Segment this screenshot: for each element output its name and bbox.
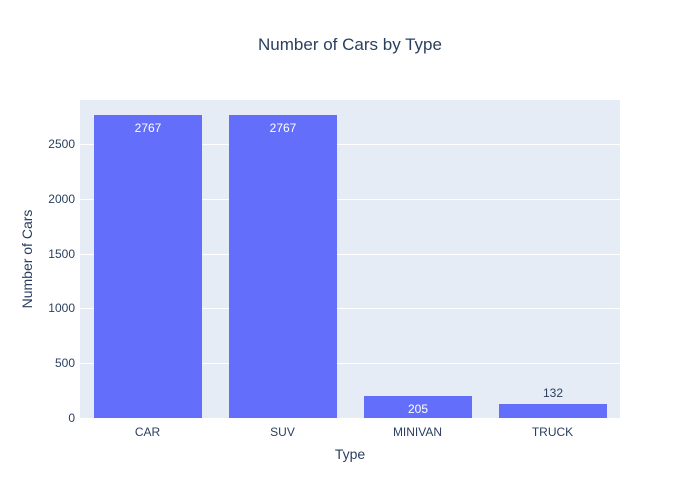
x-axis-title: Type	[334, 446, 366, 462]
y-tick-label: 1000	[48, 301, 75, 315]
bar-minivan[interactable]	[364, 396, 472, 418]
y-tick-label: 2000	[48, 192, 75, 206]
gridline	[80, 254, 620, 255]
gridline	[80, 199, 620, 200]
bar-value-label-car: 2767	[134, 121, 162, 135]
plot-area: 2767 2767 205 132	[80, 100, 620, 418]
bar-value-label-truck: 132	[542, 386, 564, 400]
bar-value-label-minivan: 205	[407, 402, 429, 416]
x-tick-label-truck: TRUCK	[531, 425, 574, 439]
chart-title: Number of Cars by Type	[258, 35, 442, 54]
y-tick-label: 2500	[48, 137, 75, 151]
gridline	[80, 144, 620, 145]
x-tick-label-car: CAR	[134, 425, 161, 439]
bar-suv[interactable]	[229, 115, 337, 418]
gridline	[80, 363, 620, 364]
x-tick-label-suv: SUV	[270, 425, 295, 439]
bar-value-label-suv: 2767	[269, 121, 297, 135]
y-tick-label: 500	[54, 356, 75, 370]
gridline	[80, 308, 620, 309]
y-tick-label: 0	[68, 411, 75, 425]
bar-car[interactable]	[94, 115, 202, 418]
bar-truck[interactable]	[499, 404, 607, 418]
y-tick-label: 1500	[48, 247, 75, 261]
y-axis-title: Number of Cars	[19, 209, 35, 309]
x-tick-label-minivan: MINIVAN	[392, 425, 443, 439]
